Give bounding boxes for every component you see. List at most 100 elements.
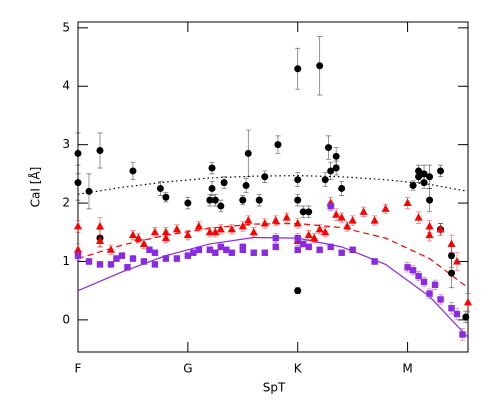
data-point bbox=[431, 281, 439, 289]
data-point bbox=[420, 170, 428, 178]
data-point bbox=[436, 224, 445, 233]
data-point bbox=[316, 62, 324, 70]
plot-frame bbox=[77, 21, 469, 353]
data-point bbox=[271, 216, 280, 224]
data-point bbox=[249, 227, 258, 236]
data-point bbox=[294, 246, 301, 253]
data-point bbox=[371, 258, 378, 265]
data-point bbox=[420, 179, 428, 187]
data-point bbox=[315, 224, 324, 233]
data-point bbox=[359, 207, 368, 215]
data-point bbox=[74, 149, 82, 157]
data-point bbox=[321, 227, 330, 236]
data-point bbox=[282, 213, 291, 221]
data-point bbox=[327, 167, 335, 175]
x-tick-label: K bbox=[294, 362, 303, 376]
data-point bbox=[107, 261, 115, 268]
data-point bbox=[242, 182, 250, 190]
data-point bbox=[162, 193, 170, 201]
data-point bbox=[437, 296, 444, 303]
data-point bbox=[324, 144, 332, 152]
data-point bbox=[134, 233, 143, 242]
data-point bbox=[338, 184, 346, 192]
data-point bbox=[118, 252, 126, 259]
data-point bbox=[426, 290, 433, 297]
data-point bbox=[459, 331, 466, 338]
data-point bbox=[370, 216, 379, 224]
data-point bbox=[244, 149, 252, 157]
data-point bbox=[409, 267, 417, 274]
data-point bbox=[338, 249, 345, 256]
data-point bbox=[228, 249, 236, 256]
data-point bbox=[184, 199, 192, 207]
data-point bbox=[250, 249, 257, 256]
data-point bbox=[255, 196, 263, 204]
data-point bbox=[299, 208, 307, 216]
data-point bbox=[150, 227, 159, 236]
data-point bbox=[294, 234, 301, 242]
data-point bbox=[96, 146, 104, 154]
data-point bbox=[415, 173, 423, 181]
data-point bbox=[294, 176, 302, 184]
x-tick-label: G bbox=[183, 362, 192, 376]
data-point bbox=[161, 233, 170, 242]
y-tick-label: 2 bbox=[62, 196, 70, 210]
y-tick-label: 5 bbox=[62, 20, 70, 34]
data-point bbox=[217, 243, 225, 251]
data-point bbox=[173, 255, 181, 262]
fit-curve bbox=[77, 236, 469, 338]
data-point bbox=[294, 196, 302, 204]
data-point bbox=[321, 176, 329, 184]
data-point bbox=[304, 230, 313, 239]
data-point bbox=[261, 249, 268, 256]
data-point bbox=[129, 255, 137, 262]
data-point bbox=[260, 219, 269, 227]
data-point bbox=[448, 304, 455, 312]
fit-curve bbox=[77, 175, 469, 195]
data-point bbox=[327, 202, 334, 210]
data-point bbox=[337, 213, 346, 221]
data-point bbox=[437, 167, 445, 175]
data-point bbox=[206, 246, 214, 253]
data-point bbox=[425, 221, 434, 230]
data-point bbox=[300, 240, 307, 248]
data-point bbox=[381, 204, 390, 212]
data-point bbox=[294, 287, 302, 295]
data-point bbox=[128, 230, 137, 239]
x-tick-label: F bbox=[75, 362, 82, 376]
x-axis-label: SpT bbox=[263, 381, 286, 395]
data-point bbox=[404, 264, 411, 271]
data-point bbox=[217, 202, 225, 210]
data-point bbox=[139, 239, 148, 247]
y-tick-label: 3 bbox=[62, 137, 70, 151]
y-tick-label: 4 bbox=[62, 79, 70, 93]
data-point bbox=[151, 261, 159, 268]
data-point bbox=[310, 233, 319, 242]
data-point bbox=[327, 243, 334, 251]
data-point bbox=[151, 249, 159, 256]
data-point bbox=[74, 221, 82, 230]
data-point bbox=[74, 252, 82, 259]
data-point bbox=[448, 269, 456, 277]
data-point bbox=[348, 216, 357, 224]
data-point bbox=[85, 187, 93, 195]
data-point bbox=[227, 224, 236, 233]
data-point bbox=[162, 255, 170, 262]
data-point bbox=[205, 227, 214, 236]
data-point bbox=[426, 196, 434, 204]
data-point bbox=[343, 221, 352, 230]
data-point bbox=[305, 243, 312, 251]
data-point bbox=[129, 167, 137, 175]
data-point bbox=[194, 221, 203, 230]
x-tick-label: M bbox=[402, 362, 412, 376]
data-point bbox=[403, 198, 412, 207]
data-point bbox=[453, 310, 461, 318]
data-point bbox=[332, 210, 341, 218]
data-point bbox=[74, 179, 82, 187]
data-point bbox=[95, 236, 104, 245]
data-point bbox=[190, 249, 197, 256]
data-point bbox=[332, 152, 340, 160]
data-point bbox=[140, 258, 148, 265]
